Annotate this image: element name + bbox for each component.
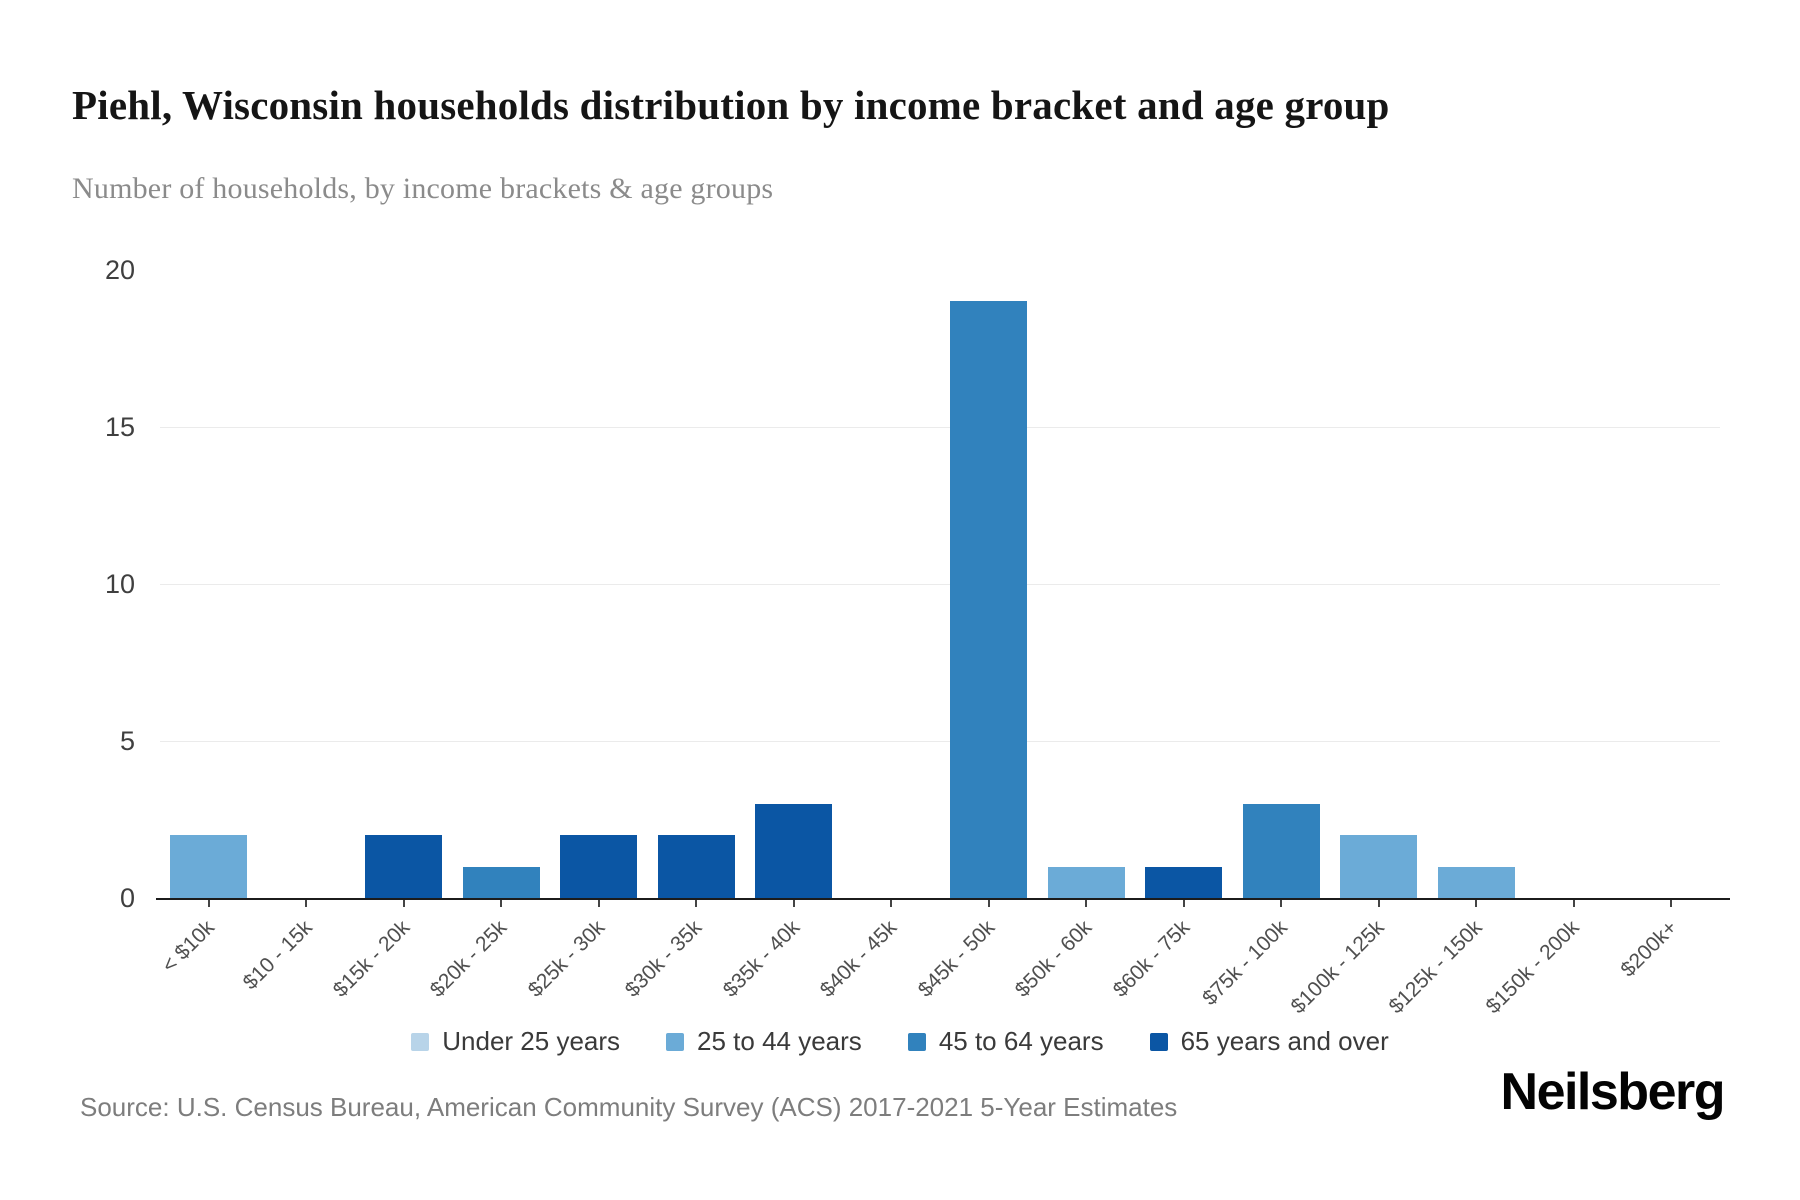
bar-125k-150k	[1437, 866, 1515, 898]
x-axis-tick	[792, 900, 795, 907]
x-axis-tick	[695, 900, 698, 907]
legend-swatch-icon	[1149, 1032, 1168, 1051]
bar-100k-125k	[1340, 835, 1418, 898]
x-axis-tick	[597, 900, 600, 907]
bar-25k-30k	[560, 835, 638, 898]
legend-item: 45 to 64 years	[907, 1026, 1104, 1057]
x-axis-tick	[987, 900, 990, 907]
x-axis-line	[156, 898, 1730, 900]
legend-label: 25 to 44 years	[697, 1026, 862, 1056]
x-axis-tick	[305, 900, 308, 907]
bar-50k-60k	[1047, 866, 1125, 898]
gridline-y10	[160, 584, 1720, 585]
gridline-y5	[160, 741, 1720, 742]
x-axis-tick	[402, 900, 405, 907]
legend-swatch-icon	[411, 1032, 430, 1051]
neilsberg-logo: Neilsberg	[1500, 1063, 1726, 1121]
y-axis-tick-label: 20	[104, 255, 135, 285]
legend-item: 65 years and over	[1149, 1026, 1389, 1057]
gridline-y15	[160, 427, 1720, 428]
y-axis-tick-label: 0	[119, 883, 135, 913]
y-axis-tick-label: 10	[104, 569, 135, 599]
legend-swatch-icon	[907, 1032, 926, 1051]
bar-20k-25k	[462, 866, 540, 898]
bar-10k	[170, 835, 248, 898]
bar-60k-75k	[1145, 866, 1223, 898]
bar-30k-35k	[657, 835, 735, 898]
y-axis-tick-label: 5	[119, 726, 135, 756]
legend-item: Under 25 years	[411, 1026, 620, 1057]
legend-label: 45 to 64 years	[938, 1026, 1104, 1056]
bar-15k-20k	[365, 835, 443, 898]
x-axis-tick	[1182, 900, 1185, 907]
legend-label: 65 years and over	[1180, 1026, 1389, 1056]
legend-item: 25 to 44 years	[666, 1026, 862, 1057]
page-title: Piehl, Wisconsin households distribution…	[72, 82, 1390, 129]
x-axis-category-label-text: $200k+	[1616, 916, 1682, 982]
x-axis-tick	[890, 900, 893, 907]
chart-subtitle: Number of households, by income brackets…	[72, 172, 774, 205]
chart-legend: Under 25 years 25 to 44 years 45 to 64 yea…	[0, 1026, 1800, 1057]
x-axis-tick	[1572, 900, 1575, 907]
x-axis-category-label: $200k+	[1415, 916, 1681, 981]
x-axis-tick	[1280, 900, 1283, 907]
bar-45k-50k	[950, 301, 1028, 898]
x-axis-tick	[207, 900, 210, 907]
x-axis-tick	[1377, 900, 1380, 907]
x-axis-tick	[1475, 900, 1478, 907]
x-axis-tick	[1670, 900, 1673, 907]
bar-35k-40k	[755, 803, 833, 898]
legend-swatch-icon	[666, 1032, 685, 1051]
x-axis-tick	[500, 900, 503, 907]
legend-label: Under 25 years	[442, 1026, 621, 1056]
x-axis-tick	[1085, 900, 1088, 907]
bar-chart-plot-area: 0 5 10 15 20 < $10k $10 - 15k $15k - 20k $20k - …	[104, 255, 1730, 1018]
bar-75k-100k	[1242, 803, 1320, 898]
y-axis-tick-label: 15	[104, 412, 135, 442]
source-attribution: Source: U.S. Census Bureau, American Com…	[80, 1092, 1178, 1122]
